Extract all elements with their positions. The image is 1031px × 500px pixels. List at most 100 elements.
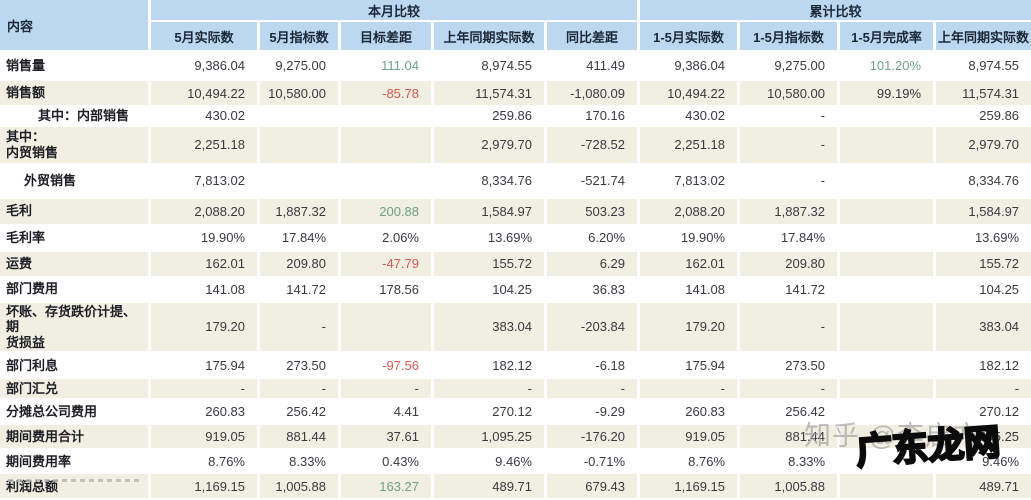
group-header-cumulative-comparison: 累计比较 [640,0,1031,20]
cell-value: 270.12 [492,404,532,420]
cell-value: -1,080.09 [547,81,638,105]
cell-value: -47.79 [341,251,431,276]
cell-value: 273.50 [785,357,826,373]
cell-value: 9,275.00 [774,58,826,73]
table-row: 毛利 2,088.20 1,887.32 200.88 1,584.97 503.23 2,… [0,198,1031,224]
cell-value: 179.20 [151,302,257,352]
cell-value: -176.20 [547,425,638,449]
cell-value [840,450,933,472]
cell-value: 9,386.04 [674,58,726,73]
column-header: 1-5月实际数 [640,22,738,50]
cell-value: 141.72 [286,281,326,297]
cell-value [840,379,934,399]
column-header: 目标差距 [341,22,431,50]
cell-value: 99.19% [840,81,934,105]
column-header: 同比差距 [547,22,638,50]
cell-value: 270.12 [979,404,1020,420]
cell-value: -85.78 [341,81,431,105]
cell-value: 1,169.15 [151,474,257,499]
cell-value: 19.90% [680,230,726,246]
cell-value [260,165,338,197]
cell-value: 383.04 [434,302,544,352]
cell-value [840,165,933,197]
cell-value: 7,813.02 [674,173,726,189]
cell-value: -728.52 [547,126,638,163]
cell-value: 2,088.20 [151,198,257,224]
row-label: 外贸销售 [24,172,77,188]
cell-value: - [740,379,838,399]
cell-value [840,126,934,163]
cell-value: 8.76% [208,453,245,469]
cell-value: 8.76% [688,453,726,469]
cell-value: 162.01 [640,251,738,276]
cell-value: 260.83 [685,404,726,420]
cell-value: - [820,108,826,124]
table-row: 其中：内部销售 430.02 259.86 170.16 430.02 - 259.86 [0,107,1031,125]
cell-value: - [936,379,1031,399]
table-row: 外贸销售 7,813.02 8,334.76 -521.74 7,813.02 - 8,33… [0,165,1031,197]
cell-value: - [740,126,838,163]
cell-value: - [260,302,338,352]
cell-value: 200.88 [341,198,431,224]
cell-value: 9,275.00 [275,58,326,73]
cell-value: -97.56 [382,357,419,373]
cell-value: 209.80 [260,251,338,276]
cell-value: - [151,379,257,399]
cell-value: 141.72 [785,281,826,297]
table-row: 部门汇兑 - - - - - - - - [0,379,1031,399]
content-column-header: 内容 [0,0,148,50]
cell-value: 11,574.31 [434,81,544,105]
cell-value: 2,979.70 [936,126,1031,163]
cell-value: 8,974.55 [968,58,1020,73]
cell-value: 2,251.18 [640,126,738,163]
cell-value: 411.49 [586,58,626,73]
cell-value: 17.84% [780,230,826,246]
cell-value: 1,887.32 [260,198,338,224]
cell-value: 430.02 [685,108,726,124]
cell-value: 2,251.18 [151,126,257,163]
cell-value: - [740,302,838,352]
cell-value: 141.08 [685,281,726,297]
cell-value: 9,386.04 [194,58,245,73]
row-label: 其中： 内贸销售 [0,126,148,163]
cell-value [840,474,934,499]
cell-value: 256.42 [286,404,326,420]
cell-value: - [434,379,544,399]
table-row: 利润总额 1,169.15 1,005.88 163.27 489.71 679.43 1,… [0,474,1031,499]
cell-value: 2,979.70 [434,126,544,163]
group-header-row: 内容 本月比较 累计比较 [0,0,1031,50]
cell-value: 170.16 [585,108,626,124]
cell-value: 0.43% [382,453,419,469]
cell-value: 260.83 [205,404,245,420]
cell-value: 8,334.76 [968,173,1020,189]
row-label: 分摊总公司费用 [6,404,98,420]
cell-value: - [260,379,338,399]
row-label: 部门费用 [6,281,59,297]
row-label: 坏账、存货跌价计提、期 货损益 [0,302,148,352]
column-header: 1-5月完成率 [840,22,934,50]
cell-value: 1,887.32 [740,198,838,224]
table-row: 销售额 10,494.22 10,580.00 -85.78 11,574.31 -1,0… [0,81,1031,105]
cell-value: 175.94 [205,357,245,373]
table-row: 毛利率 19.90% 17.84% 2.06% 13.69% 6.20% 19.90% 17.… [0,226,1031,250]
cell-value [260,126,338,163]
cell-value: 179.20 [640,302,738,352]
cell-value [840,226,933,250]
table-row: 坏账、存货跌价计提、期 货损益 179.20-383.04 -203.84 179.2… [0,302,1031,352]
column-header: 5月实际数 [151,22,257,50]
cell-value: 1,584.97 [936,198,1031,224]
row-label: 毛利 [0,198,148,224]
cell-value: 9.46% [982,453,1020,469]
table-row: 部门费用 141.08 141.72 178.56 104.25 36.83 141.08 1… [0,278,1031,301]
cell-value: 11,574.31 [936,81,1031,105]
row-label: 期间费用率 [6,453,72,469]
cell-value: 881.44 [740,425,838,449]
row-label: 毛利率 [6,229,46,245]
cell-value: 178.56 [379,281,419,297]
table-row: 部门利息 175.94 273.50 -97.56 182.12 -6.18 175.94 2… [0,353,1031,377]
cell-value: 155.72 [434,251,544,276]
cell-value: -521.74 [580,173,626,189]
cell-value: 10,494.22 [151,81,257,105]
cell-value: 679.43 [547,474,638,499]
